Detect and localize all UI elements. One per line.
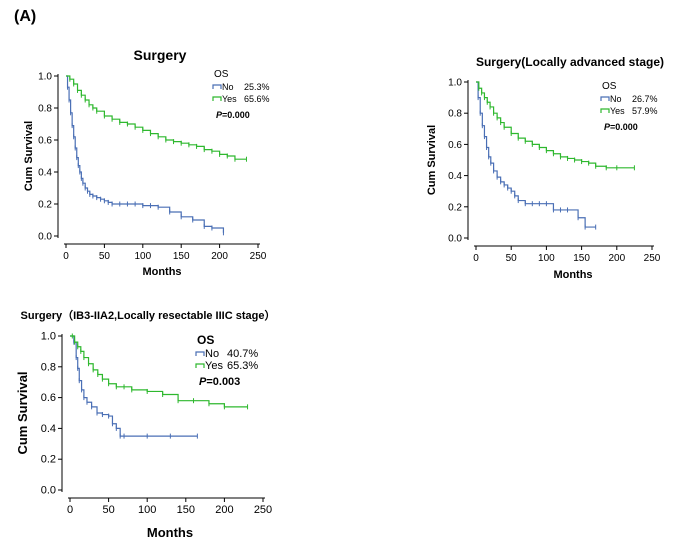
survival-curve-no: [70, 335, 198, 437]
p-value-symbol: P: [604, 122, 611, 132]
x-tick-label: 150: [177, 504, 195, 516]
p-value: P=0.003: [199, 376, 240, 388]
y-tick-label: 0.6: [41, 392, 56, 404]
legend-label-yes: Yes: [205, 360, 223, 372]
chart-panel-2: Surgery(Locally advanced stage) 0.0 0.2 0.4…: [426, 55, 664, 281]
y-axis-label: Cum Survival: [23, 121, 35, 191]
p-value-number: =0.003: [206, 376, 240, 388]
x-tick-label: 200: [608, 253, 625, 264]
y-tick-label: 0.4: [38, 168, 52, 179]
legend-swatch-yes: [195, 363, 205, 368]
panel-label: (A): [14, 8, 37, 25]
y-tick-label: 0.0: [38, 232, 52, 243]
legend-title: OS: [214, 69, 229, 80]
chart-title: Surgery(Locally advanced stage): [476, 55, 664, 69]
chart-panel-3: Surgery（IB3-IIA2,Locally resectable IIIC…: [15, 309, 275, 540]
y-tick-label: 1.0: [448, 78, 462, 89]
legend-label-yes: Yes: [222, 94, 237, 104]
legend-title: OS: [602, 81, 617, 92]
legend-pct-yes: 65.3%: [227, 360, 258, 372]
x-tick-label: 150: [573, 253, 590, 264]
p-value-symbol: P: [199, 376, 207, 388]
x-tick-label: 50: [506, 253, 518, 264]
y-axis-label: Cum Survival: [426, 125, 438, 195]
x-tick-label: 100: [138, 504, 156, 516]
legend-swatch-yes: [600, 108, 610, 113]
legend-swatch-yes: [212, 96, 222, 101]
legend-swatch-no: [600, 96, 610, 101]
legend-label-no: No: [205, 348, 219, 360]
legend-pct-no: 25.3%: [244, 82, 270, 92]
x-tick-label: 250: [644, 253, 661, 264]
x-axis-label: Months: [142, 266, 181, 278]
p-value-symbol: P: [216, 110, 223, 120]
legend-pct-yes: 65.6%: [244, 94, 270, 104]
y-tick-label: 0.6: [448, 140, 462, 151]
legend-label-yes: Yes: [610, 106, 625, 116]
x-tick-label: 200: [215, 504, 233, 516]
x-tick-label: 200: [211, 251, 228, 262]
x-tick-label: 0: [67, 504, 73, 516]
y-tick-label: 0.2: [448, 202, 462, 213]
y-axis-label: Cum Survival: [15, 371, 30, 454]
legend-pct-no: 26.7%: [632, 94, 658, 104]
y-tick-label: 1.0: [41, 331, 56, 343]
y-tick-label: 0.6: [38, 136, 52, 147]
p-value-number: =0.000: [222, 110, 250, 120]
legend-title: OS: [197, 333, 214, 347]
legend-swatch-no: [212, 84, 222, 89]
survival-curve-no: [476, 81, 596, 228]
x-axis-label: Months: [147, 525, 193, 540]
legend-pct-yes: 57.9%: [632, 106, 658, 116]
x-tick-label: 150: [173, 251, 190, 262]
x-tick-label: 50: [102, 504, 114, 516]
chart-title: Surgery（IB3-IIA2,Locally resectable IIIC…: [21, 309, 276, 322]
p-value: P=0.000: [216, 110, 250, 120]
x-tick-label: 50: [99, 251, 111, 262]
y-tick-label: 0.0: [448, 234, 462, 245]
y-tick-label: 0.2: [38, 200, 52, 211]
y-tick-label: 1.0: [38, 72, 52, 83]
y-tick-label: 0.8: [41, 361, 56, 373]
y-tick-label: 0.8: [448, 109, 462, 120]
chart-panel-1: Surgery 0.0 0.2 0.4 0.6 0.8 1.0 0 50 100 150 200 250…: [23, 47, 270, 278]
x-tick-label: 250: [254, 504, 272, 516]
p-value: P=0.000: [604, 122, 638, 132]
legend-swatch-no: [195, 351, 205, 356]
x-tick-label: 250: [250, 251, 267, 262]
chart-title: Surgery: [134, 47, 187, 63]
y-tick-label: 0.8: [38, 104, 52, 115]
y-tick-label: 0.4: [41, 423, 56, 435]
y-tick-label: 0.2: [41, 454, 56, 466]
legend-label-no: No: [610, 94, 622, 104]
y-tick-label: 0.4: [448, 171, 462, 182]
x-tick-label: 100: [538, 253, 555, 264]
x-tick-label: 0: [473, 253, 479, 264]
legend-label-no: No: [222, 82, 234, 92]
x-tick-label: 100: [134, 251, 151, 262]
survival-curve-yes: [66, 75, 247, 160]
x-tick-label: 0: [63, 251, 69, 262]
p-value-number: =0.000: [610, 122, 638, 132]
legend-pct-no: 40.7%: [227, 348, 258, 360]
x-axis-label: Months: [553, 269, 592, 281]
y-tick-label: 0.0: [41, 485, 56, 497]
